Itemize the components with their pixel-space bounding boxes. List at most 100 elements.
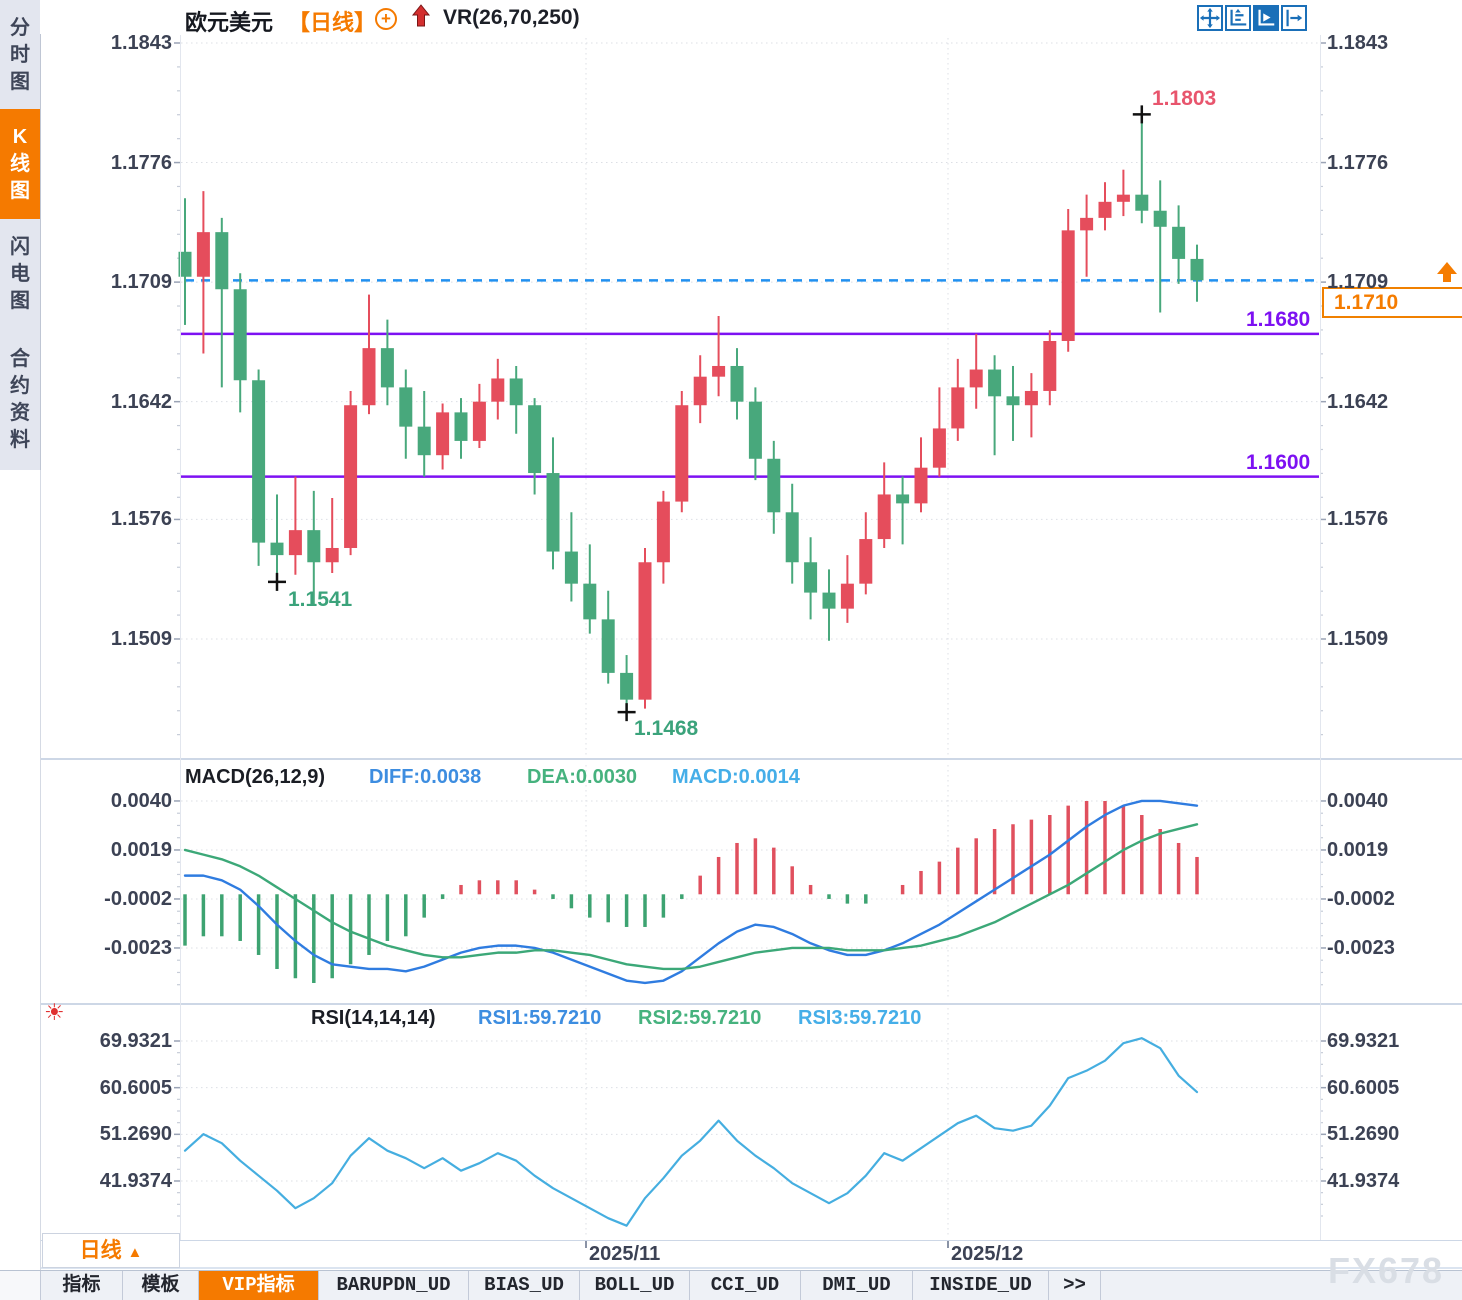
watermark: FX678 [1328, 1250, 1445, 1291]
low1-annotation: 1.1541 [288, 588, 353, 611]
sidebar-item-tab0[interactable]: 分时图 [0, 8, 40, 102]
candle-down [528, 405, 542, 474]
candle-down [509, 378, 523, 406]
price-axis-label: 1.1576 [110, 508, 172, 531]
candle-up [1061, 230, 1075, 341]
candle-up [638, 562, 652, 700]
candle-up [675, 405, 689, 502]
indicator-tabbar: 指标 模板 VIP指标 BARUPDN_UD BIAS_UD BOLL_UD CCI_UD D… [0, 1270, 1462, 1300]
period-dropdown[interactable]: 日线 ▲ [42, 1233, 180, 1268]
rsi-axis-label: 41.9374 [1327, 1169, 1400, 1192]
support-level-label: 1.1600 [1246, 451, 1311, 474]
resistance-level-label: 1.1680 [1246, 308, 1311, 331]
candle-up [969, 369, 983, 388]
axis-zoom-icon[interactable] [1225, 5, 1251, 31]
sidebar-item-char: 图 [10, 290, 30, 312]
candle-down [1006, 396, 1020, 406]
candle-up [196, 232, 210, 277]
candle-up [288, 530, 302, 556]
macd-axis-label: -0.0002 [104, 887, 172, 910]
auto-fit-icon[interactable] [1253, 5, 1279, 31]
macd-axis-label: 0.0019 [1327, 838, 1389, 861]
indicator-tab-[interactable]: 模板 [123, 1271, 199, 1300]
candle-up [951, 387, 965, 429]
rsi-title: RSI(14,14,14) [311, 1007, 436, 1029]
candle-down [785, 512, 799, 563]
candle-up [1043, 340, 1057, 391]
macd-title: MACD(26,12,9) [185, 766, 326, 788]
indicator-tab-cciud[interactable]: CCI_UD [690, 1271, 801, 1300]
candle-down [1153, 210, 1167, 227]
header: 欧元美元 【日线】 + VR(26,70,250) [40, 0, 1462, 35]
rsi-axis-label: 69.9321 [99, 1030, 172, 1052]
price-axis-label: 1.1843 [110, 32, 172, 54]
indicator-tab-vip[interactable]: VIP指标 [199, 1271, 319, 1300]
candle-up [914, 467, 928, 504]
rsi-axis-label: 51.2690 [1327, 1123, 1400, 1146]
indicator-tab-barupdnud[interactable]: BARUPDN_UD [319, 1271, 469, 1300]
candle-up [325, 547, 339, 563]
indicator-tab-insideud[interactable]: INSIDE_UD [913, 1271, 1049, 1300]
price-axis-label: 1.1776 [110, 151, 172, 174]
macd-axis-label: -0.0023 [104, 936, 172, 959]
indicator-title: VR(26,70,250) [443, 6, 580, 29]
sidebar-item-char: 资 [10, 401, 30, 424]
price-axis-label: 1.1776 [1327, 151, 1389, 174]
sidebar-item-char: 电 [10, 263, 30, 285]
last-price-tag[interactable]: 1.1710 [1322, 287, 1462, 318]
panel-separator [40, 758, 1462, 760]
rsi2-value: RSI2:59.7210 [638, 1007, 762, 1029]
candle-down [822, 592, 836, 609]
candle-down [417, 426, 431, 456]
candle-down [399, 387, 413, 427]
candle-down [896, 494, 910, 504]
candle-up [1080, 217, 1094, 231]
candle-up [491, 378, 505, 402]
macd-axis-label: -0.0002 [1327, 887, 1395, 910]
candle-up [344, 405, 358, 548]
price-axis-label: 1.1709 [110, 271, 172, 294]
candle-down [730, 365, 744, 402]
candle-up [362, 348, 376, 406]
x-axis-label-dec: 2025/12 [951, 1243, 1024, 1265]
candle-up [1098, 201, 1112, 218]
candle-up [840, 583, 854, 609]
candle-down [601, 619, 615, 673]
up-arrow-icon [411, 4, 431, 27]
indicator-tab-[interactable]: 指标 [41, 1271, 123, 1300]
sidebar-item-tab3[interactable]: 合约资料 [0, 330, 40, 469]
indicator-settings-icon[interactable]: ☀ [44, 999, 65, 1025]
sidebar-item-tab2[interactable]: 闪电图 [0, 226, 40, 323]
price-axis-label: 1.1509 [110, 627, 172, 650]
rsi-axis-label: 51.2690 [99, 1123, 172, 1146]
sidebar-item-char: 时 [10, 43, 30, 66]
tabbar-spacer [0, 1271, 41, 1300]
add-indicator-icon[interactable]: + [375, 8, 397, 30]
macd-axis-label: 0.0019 [110, 838, 172, 861]
candle-down [1190, 258, 1204, 281]
sidebar-item-char: 线 [10, 152, 30, 175]
candle-down [564, 551, 578, 584]
candle-down [988, 369, 1002, 397]
rsi-axis-label: 60.6005 [99, 1076, 172, 1099]
candle-down [767, 458, 781, 513]
indicator-tab-dmiud[interactable]: DMI_UD [801, 1271, 913, 1300]
candle-down [454, 412, 468, 441]
price-axis-label: 1.1642 [1327, 390, 1389, 413]
symbol-title: 欧元美元 [185, 10, 274, 35]
candle-up [693, 376, 707, 406]
indicator-tab-[interactable]: >> [1049, 1271, 1101, 1300]
sidebar-item-char: 闪 [10, 236, 30, 258]
sidebar-item-char: 图 [10, 70, 30, 93]
high-annotation: 1.1803 [1152, 87, 1217, 110]
candle-down [270, 542, 284, 556]
macd-axis-label: 0.0040 [1327, 789, 1389, 812]
panel-separator [40, 1240, 1462, 1241]
indicator-tab-biasud[interactable]: BIAS_UD [469, 1271, 580, 1300]
pan-move-icon[interactable] [1197, 5, 1223, 31]
indicator-tab-bollud[interactable]: BOLL_UD [580, 1271, 690, 1300]
period-tag: 【日线】 [288, 10, 377, 35]
collapse-right-icon[interactable] [1281, 5, 1307, 31]
